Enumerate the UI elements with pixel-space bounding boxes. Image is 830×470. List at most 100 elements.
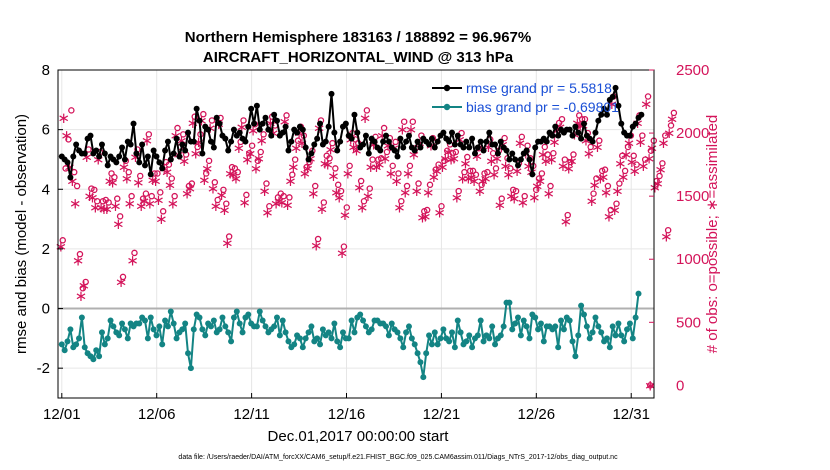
assimilated-obs-marker: ∗ — [121, 169, 134, 187]
assimilated-obs-marker: ∗ — [396, 120, 409, 138]
rmse-data-point — [471, 150, 478, 157]
assimilated-obs-marker: ∗ — [445, 151, 458, 169]
bias-data-point — [337, 344, 344, 351]
rmse-data-point — [282, 123, 289, 130]
rmse-data-point — [271, 111, 278, 118]
rmse-data-point — [477, 138, 484, 145]
bias-data-point — [253, 323, 260, 330]
bias-data-point — [207, 323, 214, 330]
assimilated-obs-marker: ∗ — [253, 149, 266, 167]
bias-data-point — [239, 329, 246, 336]
assimilated-obs-marker: ∗ — [600, 183, 613, 201]
rmse-data-point — [411, 147, 418, 154]
bias-data-point — [560, 326, 567, 333]
rmse-data-point — [612, 84, 619, 91]
bias-data-point — [360, 317, 367, 324]
rmse-data-point — [170, 150, 177, 157]
rmse-data-point — [351, 111, 358, 118]
bias-data-point — [592, 314, 599, 321]
rmse-data-point — [497, 138, 504, 145]
assimilated-obs-marker: ∗ — [488, 166, 501, 184]
assimilated-obs-marker: ∗ — [623, 134, 636, 152]
assimilated-obs-marker: ∗ — [75, 287, 88, 305]
possible-obs-marker — [360, 197, 368, 205]
assimilated-obs-marker: ∗ — [57, 109, 70, 127]
possible-obs-marker — [128, 192, 135, 200]
possible-obs-marker — [613, 200, 620, 207]
bias-data-point — [515, 314, 522, 321]
possible-obs-marker — [320, 199, 328, 206]
assimilated-obs-marker: ∗ — [109, 197, 122, 215]
bias-data-point — [618, 332, 625, 339]
bias-data-point — [101, 341, 108, 348]
series-lines — [58, 84, 645, 381]
assimilated-obs-marker: ∗ — [436, 158, 449, 176]
possible-obs-marker — [73, 182, 81, 190]
assimilated-obs-marker: ∗ — [479, 169, 492, 187]
possible-obs-marker — [220, 186, 227, 194]
y-axis-ticks: -2 0 2 4 6 8 — [37, 62, 63, 377]
possible-obs-marker — [426, 181, 434, 189]
rmse-data-point — [207, 138, 214, 145]
assimilated-obs-marker: ∗ — [273, 192, 286, 210]
rmse-data-point — [153, 153, 160, 160]
rmse-data-point — [360, 141, 367, 148]
bias-data-point — [569, 338, 576, 345]
assimilated-obs-marker: ∗ — [330, 183, 343, 201]
possible-obs-marker — [455, 187, 462, 195]
rmse-data-point — [288, 138, 295, 145]
bias-data-point — [317, 341, 324, 348]
possible-obs-marker — [441, 157, 448, 165]
assimilated-obs-marker: ∗ — [218, 201, 231, 219]
assimilated-obs-marker: ∗ — [356, 199, 369, 217]
bias-data-point — [368, 326, 375, 333]
possible-obs-marker — [332, 165, 339, 172]
rmse-data-point — [466, 144, 473, 151]
rmse-data-point — [159, 165, 166, 172]
rmse-data-point — [543, 138, 550, 145]
assimilated-obs-marker: ∗ — [617, 168, 630, 186]
rmse-data-point — [176, 153, 183, 160]
possible-obs-marker — [644, 93, 652, 100]
possible-obs-marker — [157, 189, 164, 196]
possible-obs-marker — [168, 175, 176, 182]
rmse-data-point — [417, 144, 424, 151]
possible-obs-marker — [492, 165, 500, 172]
assimilated-obs-marker: ∗ — [258, 182, 271, 200]
bias-data-point — [296, 335, 303, 342]
bias-data-point — [262, 323, 269, 330]
rmse-data-point — [193, 105, 200, 112]
assimilated-obs-marker: ∗ — [611, 182, 624, 200]
assimilated-obs-marker: ∗ — [597, 168, 610, 186]
assimilated-obs-marker: ∗ — [594, 169, 607, 187]
legend-rmse-label: rmse grand pr = 5.5818 — [466, 80, 612, 96]
rmse-data-point — [64, 159, 71, 166]
assimilated-obs-marker: ∗ — [459, 154, 472, 172]
assimilated-obs-marker: ∗ — [428, 168, 441, 186]
rmse-data-point — [147, 171, 154, 178]
bias-data-point — [285, 338, 292, 345]
possible-obs-marker — [280, 192, 287, 200]
assimilated-obs-marker: ∗ — [227, 166, 240, 184]
rmse-data-point — [626, 132, 633, 139]
rmse-data-point — [213, 114, 220, 121]
rmse-data-point — [618, 120, 625, 127]
possible-obs-marker — [484, 168, 491, 176]
possible-obs-marker — [205, 157, 213, 165]
possible-obs-marker — [550, 150, 557, 157]
bias-data-point — [76, 335, 83, 342]
possible-obs-marker — [208, 117, 216, 124]
possible-obs-marker — [518, 133, 526, 141]
possible-obs-marker — [532, 186, 540, 194]
rmse-data-point — [216, 120, 223, 127]
rmse-data-point — [483, 138, 490, 145]
rmse-data-point — [156, 159, 163, 166]
bias-data-point — [480, 338, 487, 345]
rmse-data-point — [494, 150, 501, 157]
bias-data-point — [451, 344, 458, 351]
possible-obs-marker — [593, 175, 600, 182]
possible-obs-marker — [662, 132, 669, 139]
x-tick-label: 12/21 — [423, 406, 461, 423]
possible-obs-marker — [406, 162, 414, 170]
rmse-data-point — [426, 141, 433, 148]
